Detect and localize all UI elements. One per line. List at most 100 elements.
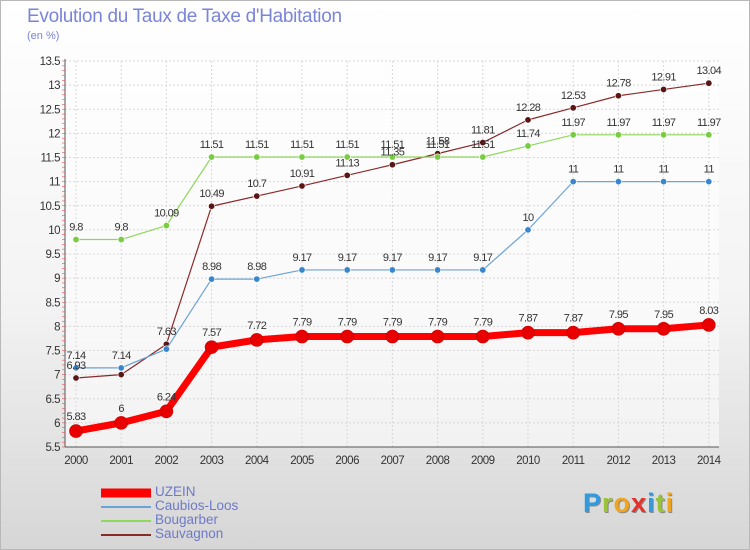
data-label-bougarber: 11.74 (516, 128, 540, 140)
data-label-bougarber: 11.51 (200, 139, 224, 151)
y-tick-label: 9 (54, 273, 60, 285)
data-point-bougarber (117, 236, 125, 244)
data-point-bougarber (388, 153, 396, 161)
data-point-caubios-loos (569, 178, 577, 186)
x-tick-label: 2004 (245, 455, 270, 467)
y-tick-label: 13.5 (40, 56, 60, 68)
data-point-sauvagnon (614, 92, 622, 100)
data-label-uzein: 7.87 (518, 313, 537, 325)
data-point-caubios-loos (524, 226, 532, 234)
x-tick-label: 2002 (155, 455, 179, 467)
x-tick-label: 2007 (381, 455, 405, 467)
data-point-sauvagnon (117, 371, 125, 379)
data-point-uzein (430, 329, 445, 344)
data-point-uzein (250, 333, 264, 347)
x-tick-label: 2006 (335, 455, 359, 467)
x-tick-label: 2003 (200, 455, 224, 467)
data-label-caubios-loos: 8.98 (202, 261, 221, 273)
data-point-sauvagnon (388, 161, 396, 169)
data-label-sauvagnon: 11.35 (381, 147, 405, 159)
data-label-caubios-loos: 11 (568, 164, 579, 176)
legend-swatch-uzein (101, 488, 151, 498)
data-point-bougarber (208, 153, 216, 161)
data-label-bougarber: 11.51 (381, 139, 405, 151)
chart-title: Evolution du Taux de Taxe d'Habitation (27, 6, 342, 27)
data-point-sauvagnon (253, 192, 261, 200)
data-label-sauvagnon: 11.13 (335, 157, 359, 169)
data-label-uzein: 7.57 (202, 327, 221, 339)
data-label-sauvagnon: 6.93 (66, 360, 85, 372)
logo-letter: i (647, 488, 656, 518)
data-point-caubios-loos (162, 345, 170, 353)
data-label-caubios-loos: 7.14 (112, 350, 131, 362)
data-label-caubios-loos: 9.17 (428, 252, 447, 264)
data-point-bougarber (705, 131, 713, 139)
data-point-bougarber (253, 153, 261, 161)
data-point-uzein (521, 325, 535, 340)
logo-letter: x (631, 488, 648, 518)
data-label-uzein: 7.87 (564, 313, 583, 325)
data-point-sauvagnon (298, 182, 306, 190)
data-point-caubios-loos (343, 266, 351, 274)
data-label-bougarber: 9.8 (114, 222, 128, 234)
data-point-bougarber (434, 153, 442, 161)
data-point-caubios-loos (298, 266, 306, 274)
data-point-uzein (159, 404, 174, 419)
data-label-uzein: 5.83 (66, 411, 85, 423)
y-tick-label: 6.5 (46, 394, 61, 406)
y-tick-label: 8 (54, 321, 60, 333)
data-point-sauvagnon (343, 171, 351, 179)
data-label-sauvagnon: 7.63 (157, 326, 176, 338)
data-label-bougarber: 11.51 (290, 139, 314, 151)
data-label-uzein: 7.95 (654, 309, 673, 321)
x-tick-label: 2012 (607, 455, 631, 467)
data-label-sauvagnon: 10.7 (247, 178, 266, 190)
data-label-sauvagnon: 13.04 (697, 65, 722, 77)
data-label-bougarber: 11.97 (697, 117, 721, 129)
data-label-caubios-loos: 11 (704, 164, 715, 176)
data-point-uzein (701, 318, 716, 332)
data-label-uzein: 7.79 (292, 317, 311, 329)
data-point-uzein (340, 329, 355, 344)
data-point-bougarber (569, 131, 577, 139)
y-tick-label: 12.5 (40, 104, 60, 116)
x-tick-label: 2008 (426, 455, 450, 467)
data-label-caubios-loos: 9.17 (292, 252, 311, 264)
legend-label-caubios-loos: Caubios-Loos (155, 498, 239, 513)
data-point-caubios-loos (434, 266, 442, 274)
data-label-uzein: 6 (118, 403, 124, 415)
logo-letter: P (583, 488, 603, 518)
data-label-bougarber: 9.8 (69, 222, 83, 234)
data-label-caubios-loos: 11 (613, 164, 624, 176)
y-tick-label: 7.5 (46, 346, 61, 358)
data-label-uzein: 7.72 (247, 320, 266, 332)
data-point-caubios-loos (72, 364, 80, 372)
data-label-uzein: 7.79 (473, 317, 492, 329)
data-label-bougarber: 11.51 (245, 139, 269, 151)
data-point-uzein (611, 321, 626, 336)
data-point-uzein (656, 321, 671, 336)
data-label-uzein: 7.79 (428, 317, 447, 329)
data-label-caubios-loos: 9.17 (338, 252, 357, 264)
data-point-caubios-loos (253, 275, 261, 283)
data-label-bougarber: 10.09 (154, 208, 179, 220)
data-label-caubios-loos: 9.17 (383, 252, 402, 264)
legend-label-uzein: UZEIN (155, 484, 196, 499)
legend-swatch-caubios-loos (101, 506, 151, 508)
data-point-caubios-loos (479, 266, 487, 274)
data-point-bougarber (162, 222, 170, 230)
y-tick-label: 11.5 (40, 153, 60, 165)
data-point-uzein (475, 329, 490, 344)
data-label-uzein: 7.95 (609, 309, 628, 321)
data-point-uzein (385, 329, 400, 344)
x-tick-label: 2011 (562, 455, 585, 467)
data-point-uzein (295, 329, 309, 344)
data-label-sauvagnon: 12.78 (606, 78, 631, 90)
logo-letter: o (613, 488, 632, 518)
y-tick-label: 7 (54, 370, 60, 382)
data-label-sauvagnon: 10.49 (199, 188, 224, 200)
y-tick-label: 11 (49, 177, 60, 189)
data-label-uzein: 7.79 (383, 317, 402, 329)
